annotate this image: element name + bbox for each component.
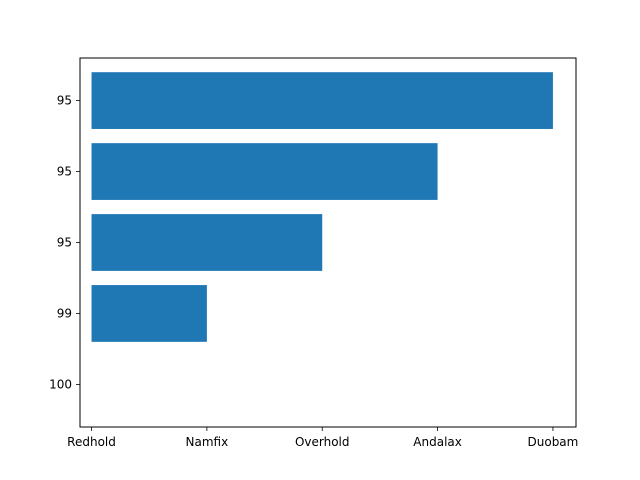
y-tick-label-3: 95 (57, 165, 72, 179)
bars-group (91, 72, 553, 342)
x-tick-label-1: Namfix (186, 435, 229, 449)
y-tick-label-1: 99 (57, 306, 72, 320)
x-tick-label-4: Duobam (528, 435, 579, 449)
x-tick-label-0: Redhold (67, 435, 116, 449)
y-axis: 100 99 95 95 95 (49, 94, 80, 391)
x-tick-label-2: Overhold (295, 435, 350, 449)
bar-1 (91, 285, 207, 342)
y-tick-label-2: 95 (57, 236, 72, 250)
x-axis: Redhold Namfix Overhold Andalax Duobam (67, 427, 578, 449)
x-tick-label-3: Andalax (413, 435, 462, 449)
y-tick-label-4: 95 (57, 94, 72, 108)
bar-2 (91, 214, 323, 271)
bar-3 (91, 143, 438, 200)
bar-4 (91, 72, 553, 129)
y-tick-label-0: 100 (49, 377, 72, 391)
